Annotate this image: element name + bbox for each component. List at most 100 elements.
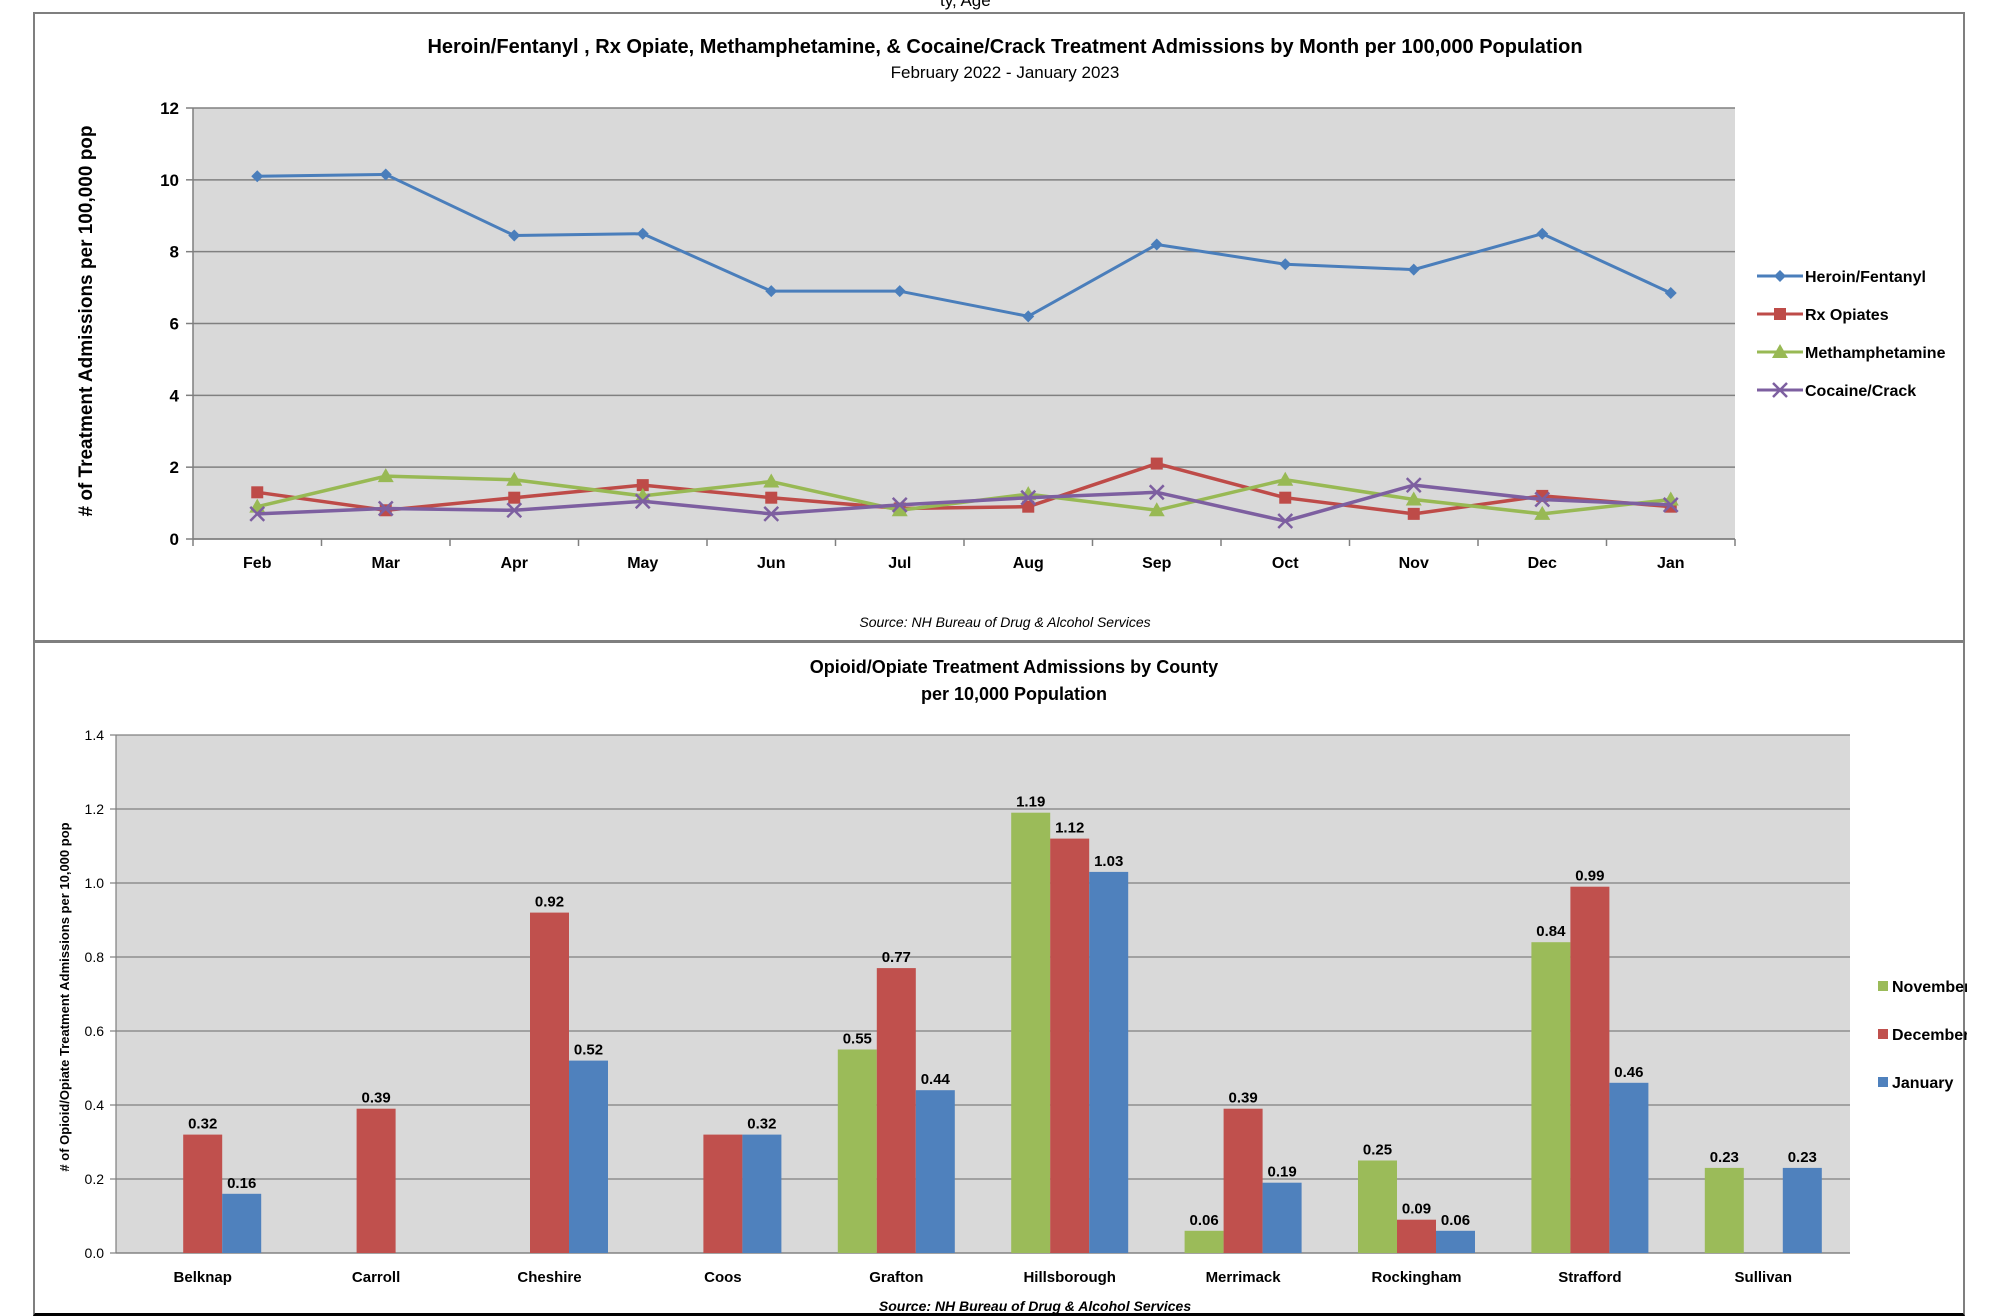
bar-december-grafton bbox=[876, 968, 916, 1253]
point-methamphetamine-apr bbox=[506, 471, 523, 486]
line-y-tick-label: 8 bbox=[170, 243, 179, 262]
bar-x-tick-label-rockingham: Rockingham bbox=[1371, 1269, 1461, 1286]
line-x-tick-label-mar: Mar bbox=[372, 555, 400, 572]
data-label-november-rockingham: 0.25 bbox=[1363, 1142, 1392, 1159]
line-x-tick-label-may: May bbox=[627, 555, 658, 572]
point-methamphetamine-nov bbox=[1405, 491, 1422, 506]
bar-y-tick-label: 0.2 bbox=[85, 1171, 105, 1187]
data-label-january-coos: 0.32 bbox=[747, 1116, 776, 1133]
point-heroin-fentanyl-jul bbox=[893, 285, 906, 298]
point-rx-opiates-apr bbox=[508, 491, 521, 504]
point-cocaine-crack-nov bbox=[1405, 477, 1422, 494]
data-label-january-strafford: 0.46 bbox=[1614, 1064, 1643, 1081]
data-label-january-sullivan: 0.23 bbox=[1788, 1149, 1817, 1166]
point-methamphetamine-oct bbox=[1277, 471, 1294, 486]
point-cocaine-crack-oct bbox=[1277, 513, 1294, 529]
bar-chart-source: Source: NH Bureau of Drug & Alcohol Serv… bbox=[879, 1298, 1191, 1314]
header-fragment: ty, Age bbox=[940, 0, 991, 10]
data-label-december-grafton: 0.77 bbox=[882, 949, 911, 966]
point-heroin-fentanyl-oct bbox=[1279, 258, 1292, 271]
line-y-tick-label: 10 bbox=[160, 171, 179, 190]
legend-label-november: November bbox=[1892, 979, 1967, 996]
point-cocaine-crack-jan bbox=[1662, 496, 1679, 513]
data-label-january-rockingham: 0.06 bbox=[1441, 1212, 1470, 1229]
legend-swatch-january bbox=[1878, 1077, 1888, 1087]
line-x-tick-label-aug: Aug bbox=[1013, 555, 1044, 572]
legend-label-methamphetamine: Methamphetamine bbox=[1805, 345, 1946, 362]
bar-january-grafton bbox=[915, 1090, 955, 1253]
bar-january-cheshire bbox=[569, 1060, 608, 1253]
bar-x-tick-label-hillsborough: Hillsborough bbox=[1023, 1269, 1116, 1286]
data-label-december-cheshire: 0.92 bbox=[535, 894, 564, 911]
bar-chart-panel: Opioid/Opiate Treatment Admissions by Co… bbox=[33, 641, 1967, 1316]
bar-y-tick-label: 1.4 bbox=[85, 727, 105, 743]
bar-x-tick-label-strafford: Strafford bbox=[1558, 1269, 1621, 1286]
point-rx-opiates-aug bbox=[1022, 500, 1035, 513]
bar-december-rockingham bbox=[1397, 1219, 1436, 1253]
bar-november-merrimack bbox=[1184, 1230, 1224, 1253]
bar-x-tick-label-merrimack: Merrimack bbox=[1206, 1269, 1282, 1286]
bar-december-coos bbox=[703, 1134, 743, 1253]
bar-december-merrimack bbox=[1223, 1108, 1263, 1253]
series-line-heroin-fentanyl bbox=[257, 172, 1672, 318]
legend-marker-methamphetamine bbox=[1772, 344, 1788, 358]
point-rx-opiates-may bbox=[636, 479, 649, 492]
point-methamphetamine-sep bbox=[1148, 502, 1165, 517]
line-x-tick-label-jul: Jul bbox=[888, 555, 911, 572]
bar-y-tick-label: 0.4 bbox=[85, 1097, 105, 1113]
series-line-cocaine-crack bbox=[257, 483, 1671, 523]
line-x-tick-label-nov: Nov bbox=[1399, 555, 1429, 572]
legend-label-december: December bbox=[1892, 1027, 1967, 1044]
bar-january-belknap bbox=[222, 1193, 262, 1253]
bar-november-rockingham bbox=[1358, 1160, 1397, 1253]
point-heroin-fentanyl-mar bbox=[379, 168, 392, 181]
bar-x-tick-label-grafton: Grafton bbox=[869, 1269, 923, 1286]
bar-chart-subtitle: per 10,000 Population bbox=[921, 684, 1107, 704]
point-methamphetamine-jun bbox=[763, 473, 780, 488]
bar-chart: Opioid/Opiate Treatment Admissions by Co… bbox=[57, 657, 1967, 1314]
point-cocaine-crack-jun bbox=[763, 505, 780, 522]
bar-december-belknap bbox=[183, 1134, 223, 1253]
line-x-tick-label-jun: Jun bbox=[757, 555, 785, 572]
point-cocaine-crack-sep bbox=[1148, 484, 1165, 501]
point-cocaine-crack-feb bbox=[249, 505, 266, 522]
line-chart: Heroin/Fentanyl , Rx Opiate, Methampheta… bbox=[76, 36, 1946, 630]
data-label-january-belknap: 0.16 bbox=[227, 1175, 256, 1192]
point-cocaine-crack-aug bbox=[1020, 489, 1037, 506]
line-chart-panel: Heroin/Fentanyl , Rx Opiate, Methampheta… bbox=[33, 12, 1965, 642]
legend-label-heroin-fentanyl: Heroin/Fentanyl bbox=[1805, 269, 1926, 286]
line-x-tick-label-dec: Dec bbox=[1528, 555, 1557, 572]
point-rx-opiates-feb bbox=[251, 486, 264, 499]
point-cocaine-crack-dec bbox=[1534, 491, 1551, 508]
point-heroin-fentanyl-feb bbox=[251, 170, 264, 183]
bar-x-tick-label-cheshire: Cheshire bbox=[517, 1269, 581, 1286]
line-y-tick-label: 12 bbox=[160, 99, 179, 118]
line-x-tick-label-apr: Apr bbox=[500, 555, 528, 572]
bar-x-tick-label-coos: Coos bbox=[704, 1269, 742, 1286]
series-line-rx-opiates bbox=[257, 461, 1671, 516]
bar-y-tick-label: 1.2 bbox=[85, 801, 105, 817]
data-label-november-sullivan: 0.23 bbox=[1710, 1149, 1739, 1166]
point-heroin-fentanyl-jan bbox=[1664, 286, 1677, 299]
point-cocaine-crack-apr bbox=[506, 502, 523, 519]
point-heroin-fentanyl-apr bbox=[508, 229, 521, 242]
line-chart-ylabel: # of Treatment Admissions per 100,000 po… bbox=[76, 125, 97, 516]
data-label-december-belknap: 0.32 bbox=[188, 1116, 217, 1133]
point-rx-opiates-nov bbox=[1407, 507, 1420, 520]
point-heroin-fentanyl-aug bbox=[1022, 310, 1035, 323]
data-label-january-merrimack: 0.19 bbox=[1267, 1164, 1296, 1181]
bar-y-tick-label: 0.6 bbox=[85, 1023, 105, 1039]
line-chart-subtitle: February 2022 - January 2023 bbox=[891, 63, 1120, 82]
line-y-tick-label: 6 bbox=[170, 315, 179, 334]
bar-x-tick-label-belknap: Belknap bbox=[174, 1269, 232, 1286]
data-label-november-strafford: 0.84 bbox=[1536, 923, 1566, 940]
data-label-november-hillsborough: 1.19 bbox=[1016, 794, 1045, 811]
point-heroin-fentanyl-may bbox=[636, 227, 649, 240]
bar-y-tick-label: 0.0 bbox=[85, 1245, 105, 1261]
bar-november-grafton bbox=[837, 1049, 877, 1253]
bar-december-cheshire bbox=[530, 912, 569, 1253]
point-heroin-fentanyl-jun bbox=[765, 285, 778, 298]
bar-november-strafford bbox=[1531, 942, 1571, 1253]
data-label-december-merrimack: 0.39 bbox=[1228, 1090, 1257, 1107]
point-rx-opiates-oct bbox=[1279, 491, 1292, 504]
